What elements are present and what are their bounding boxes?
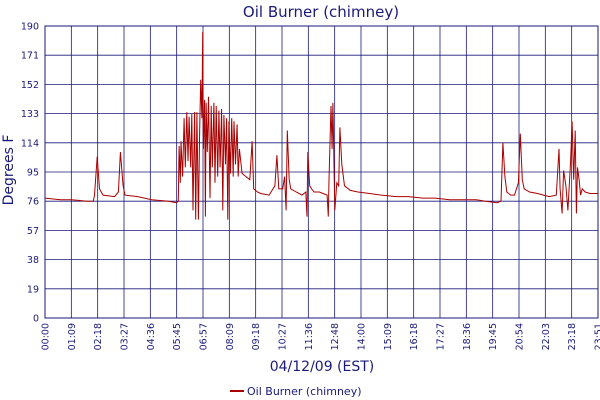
x-tick-label: 19:45 <box>488 323 499 350</box>
x-axis-label: 04/12/09 (EST) <box>270 359 375 375</box>
y-tick-label: 57 <box>27 226 39 237</box>
x-tick-label: 08:09 <box>225 323 236 350</box>
x-tick-label: 15:09 <box>383 323 394 350</box>
plot-frame <box>44 25 599 319</box>
y-tick-label: 95 <box>27 168 39 179</box>
y-tick-label: 0 <box>33 314 39 325</box>
x-tick-label: 06:57 <box>199 323 210 350</box>
y-tick-labels: 0 19 38 57 76 95 114 133 152 171 190 <box>21 22 39 325</box>
x-tick-label: 20:54 <box>515 323 526 350</box>
x-tick-label: 16:18 <box>409 323 420 350</box>
chart-grid <box>44 25 599 319</box>
y-tick-label: 171 <box>21 51 39 62</box>
y-tick-label: 152 <box>21 80 39 91</box>
x-tick-label: 10:27 <box>278 323 289 350</box>
legend-label: Oil Burner (chimney) <box>247 385 362 398</box>
x-tick-label: 09:18 <box>251 323 262 350</box>
y-tick-label: 190 <box>21 22 39 33</box>
y-axis-label: Degrees F <box>1 135 17 206</box>
legend: Oil Burner (chimney) <box>230 385 362 398</box>
x-tick-label: 00:00 <box>41 323 52 350</box>
chart-title: Oil Burner (chimney) <box>243 3 399 21</box>
x-tick-label: 18:36 <box>462 323 473 350</box>
series-line-oil-burner <box>44 32 598 220</box>
x-tick-label: 02:18 <box>93 323 104 350</box>
x-tick-label: 17:27 <box>436 323 447 350</box>
y-tick-label: 133 <box>21 109 39 120</box>
x-tick-label: 11:36 <box>304 323 315 350</box>
x-tick-label: 12:48 <box>330 323 341 350</box>
y-tick-label: 76 <box>27 197 39 208</box>
x-tick-label: 22:03 <box>541 323 552 350</box>
x-tick-label: 23:51 <box>594 323 600 350</box>
y-tick-label: 114 <box>21 138 39 149</box>
x-tick-label: 23:18 <box>567 323 578 350</box>
x-tick-label: 03:27 <box>120 323 131 350</box>
y-tick-label: 38 <box>27 255 39 266</box>
y-tick-label: 19 <box>27 284 39 295</box>
x-tick-label: 04:36 <box>146 323 157 350</box>
x-tick-label: 14:00 <box>357 323 368 350</box>
x-tick-labels: 00:00 01:09 02:18 03:27 04:36 05:45 06:57 08:09… <box>41 323 600 350</box>
x-tick-label: 01:09 <box>67 323 78 350</box>
x-tick-label: 05:45 <box>172 323 183 350</box>
